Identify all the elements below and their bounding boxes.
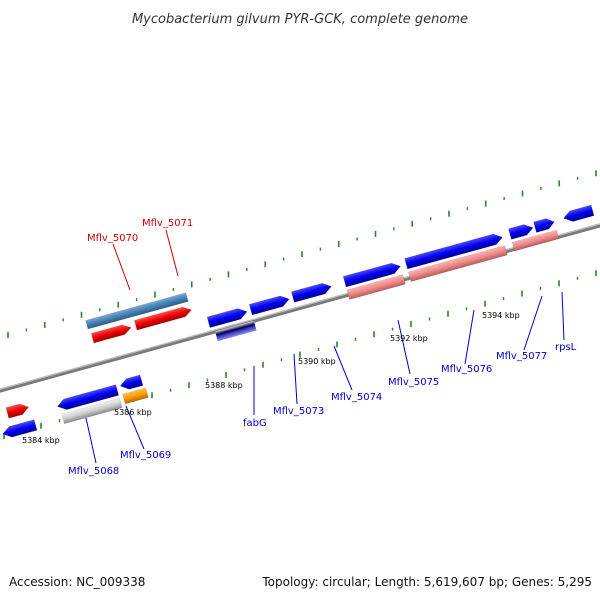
kbp-label: 5388 kbp: [205, 381, 243, 390]
tick-row-upper: [7, 170, 597, 338]
gene-arrow-left-edge[interactable]: [5, 402, 30, 419]
gene-label-mflv-5075[interactable]: Mflv_5075: [388, 377, 439, 388]
kbp-label: 5386 kbp: [114, 408, 152, 417]
gene-label-fabg[interactable]: fabG: [243, 418, 267, 429]
gene-label-rpsl[interactable]: rpsL: [555, 342, 577, 353]
label-leader-lines: [85, 229, 565, 464]
gene-annotation-bar-mflv-5068[interactable]: [61, 397, 123, 425]
gene-labels: Mflv_5070 Mflv_5071 Mflv_5068 Mflv_5069 …: [68, 218, 577, 477]
kbp-label: 5390 kbp: [298, 357, 336, 366]
gene-label-mflv-5069[interactable]: Mflv_5069: [120, 450, 171, 461]
gene-label-mflv-5077[interactable]: Mflv_5077: [496, 351, 547, 362]
kbp-label: 5394 kbp: [482, 311, 520, 320]
gene-arrow-mflv-5067[interactable]: [1, 419, 38, 440]
map-title: Mycobacterium gilvum PYR-GCK, complete g…: [132, 12, 468, 27]
genome-summary-text: Topology: circular; Length: 5,619,607 bp…: [261, 575, 592, 589]
gene-annotation-bar-mflv-5077-rpsl[interactable]: [511, 229, 560, 252]
gene-arrow-mflv-5069[interactable]: [119, 374, 144, 391]
kbp-label: 5392 kbp: [390, 334, 428, 343]
accession-text: Accession: NC_009338: [9, 575, 145, 589]
gene-arrow-right-edge[interactable]: [562, 204, 595, 224]
gene-arrow-rpsl[interactable]: [533, 217, 556, 233]
gene-arrow-mflv-5077[interactable]: [508, 222, 534, 240]
gene-annotation-bar-mflv-5075[interactable]: [346, 274, 406, 300]
gene-annotation-bar-fabg[interactable]: [214, 320, 257, 342]
gene-annotation-bar-mflv-5076[interactable]: [408, 245, 508, 282]
gene-annotation-bar-mflv-5069[interactable]: [122, 387, 149, 405]
gene-arrow-mflv-5073[interactable]: [248, 294, 290, 316]
gene-label-mflv-5073[interactable]: Mflv_5073: [273, 406, 324, 417]
gene-arrow-mflv-5075[interactable]: [342, 261, 402, 288]
kbp-markers: 5384 kbp 5386 kbp 5388 kbp 5390 kbp 5392…: [22, 311, 520, 445]
gene-label-mflv-5071[interactable]: Mflv_5071: [142, 218, 193, 229]
gene-label-mflv-5068[interactable]: Mflv_5068: [68, 466, 119, 477]
gene-arrow-mflv-5071[interactable]: [134, 305, 193, 331]
gene-label-mflv-5070[interactable]: Mflv_5070: [87, 233, 138, 244]
kbp-label: 5384 kbp: [22, 436, 60, 445]
gene-label-mflv-5076[interactable]: Mflv_5076: [441, 364, 492, 375]
gene-arrow-mflv-5072[interactable]: [206, 306, 248, 328]
gene-label-mflv-5074[interactable]: Mflv_5074: [331, 392, 382, 403]
gene-arrow-mflv-5074[interactable]: [291, 281, 332, 303]
gene-features: [1, 204, 595, 440]
gene-arrow-mflv-5070[interactable]: [90, 323, 132, 344]
gene-arrow-mflv-5076[interactable]: [404, 232, 504, 270]
gene-annotation-bar-mflv-5070-5071[interactable]: [85, 292, 189, 330]
gene-arrow-mflv-5068[interactable]: [56, 384, 119, 412]
